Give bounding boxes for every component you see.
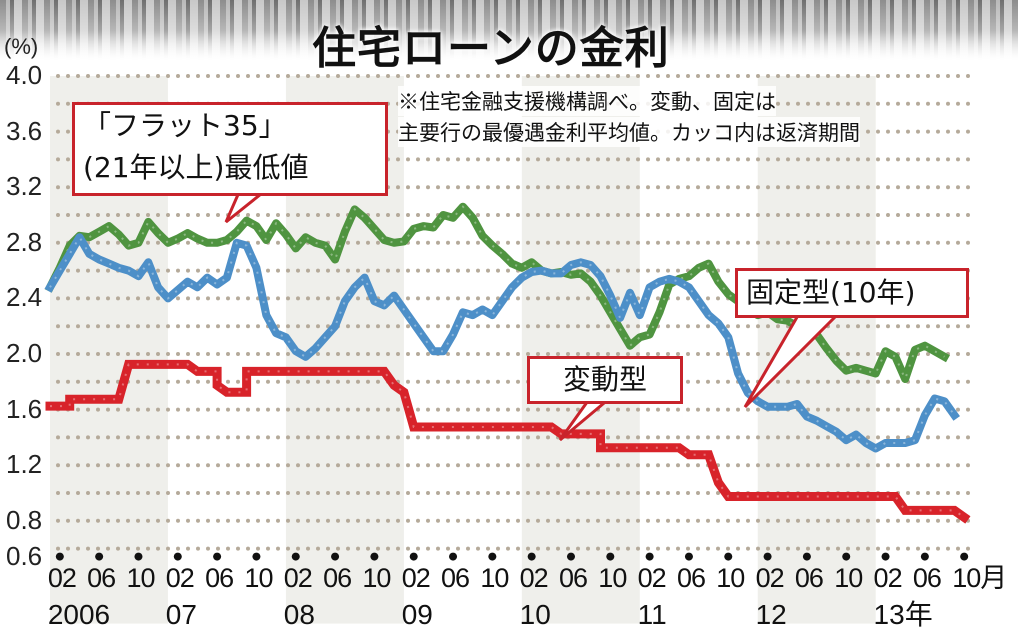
y-tick-label: 1.2 — [6, 449, 43, 480]
x-year-label: 09 — [401, 598, 433, 630]
x-month-label: 06 — [912, 562, 942, 593]
x-month-label: 10 — [362, 562, 391, 593]
x-tick-mark — [527, 552, 536, 561]
x-tick-mark — [213, 552, 222, 561]
callout-flat35: 「フラット35」 (21年以上)最低値 — [72, 102, 388, 196]
x-month-label: 02 — [873, 562, 903, 593]
header-photo-fade — [0, 30, 1018, 70]
y-tick-label: 0.8 — [6, 504, 43, 535]
x-tick-mark — [409, 552, 418, 561]
x-month-label: 10 — [834, 562, 863, 593]
x-year-label: 10 — [519, 598, 551, 630]
x-month-label: 02 — [637, 562, 667, 593]
x-year-label: 12 — [755, 598, 787, 630]
y-tick-label: 2.8 — [6, 226, 43, 257]
fixed-rate-line — [44, 233, 960, 453]
x-tick-mark — [331, 552, 340, 561]
x-tick-mark — [252, 552, 261, 561]
x-year-label: 08 — [283, 598, 315, 630]
y-tick-label: 4.0 — [6, 60, 43, 90]
x-tick-mark — [920, 552, 929, 561]
x-month-label: 02 — [519, 562, 549, 593]
x-month-label: 02 — [165, 562, 195, 593]
x-month-label: 02 — [283, 562, 313, 593]
x-month-label: 10 — [598, 562, 627, 593]
x-year-label: 07 — [165, 598, 197, 630]
x-month-label: 06 — [87, 562, 116, 593]
y-tick-label: 1.6 — [6, 393, 43, 424]
x-month-label: 10 — [244, 562, 273, 593]
x-tick-mark — [802, 552, 811, 561]
x-year-label: 13年 — [873, 598, 933, 630]
x-tick-mark — [684, 552, 693, 561]
x-tick-mark — [173, 552, 182, 561]
x-month-label: 06 — [205, 562, 234, 593]
source-note-line1: ※住宅金融支援機構調べ。変動、固定は — [398, 86, 776, 116]
x-tick-mark — [370, 552, 379, 561]
source-note-line2: 主要行の最優遇金利平均値。カッコ内は返済期間 — [398, 117, 860, 147]
chart-title: 住宅ローンの金利 — [312, 23, 670, 74]
callout-flat35-line1: 「フラット35」 — [83, 109, 287, 142]
x-tick-mark — [842, 552, 851, 561]
x-month-label: 02 — [47, 562, 77, 593]
x-tick-mark — [724, 552, 733, 561]
x-year-label: 2006 — [47, 598, 111, 630]
x-tick-mark — [606, 552, 615, 561]
x-month-label: 10 — [480, 562, 509, 593]
x-tick-mark — [291, 552, 300, 561]
y-tick-label: 2.4 — [6, 282, 43, 313]
x-tick-mark — [763, 552, 772, 561]
callout-variable: 変動型 — [527, 356, 683, 404]
y-tick-label: 2.0 — [6, 338, 43, 368]
x-month-label: 06 — [558, 562, 588, 593]
x-month-label: 10 — [716, 562, 745, 593]
year-band — [521, 76, 640, 624]
callout-flat35-line2: (21年以上)最低値 — [83, 151, 309, 184]
x-tick-mark — [645, 552, 654, 561]
x-month-label: 10月 — [952, 562, 1007, 593]
x-tick-mark — [95, 552, 104, 561]
y-axis-unit: (%) — [4, 34, 39, 59]
x-tick-mark — [881, 552, 890, 561]
x-month-label: 02 — [401, 562, 431, 593]
x-month-label: 06 — [676, 562, 706, 593]
x-tick-mark — [960, 552, 969, 561]
x-month-label: 06 — [323, 562, 352, 593]
x-tick-mark — [134, 552, 143, 561]
x-month-label: 02 — [755, 562, 785, 593]
x-year-label: 11 — [637, 598, 667, 630]
y-tick-label: 3.2 — [6, 171, 43, 202]
variable-rate-line — [45, 359, 971, 524]
y-tick-label: 0.6 — [6, 540, 43, 571]
x-month-label: 06 — [794, 562, 824, 593]
x-tick-mark — [488, 552, 497, 561]
x-tick-mark — [55, 552, 64, 561]
x-tick-mark — [566, 552, 575, 561]
x-month-label: 10 — [126, 562, 155, 593]
x-month-label: 06 — [441, 562, 470, 593]
y-tick-label: 3.6 — [6, 115, 43, 146]
x-tick-mark — [449, 552, 458, 561]
callout-fixed: 固定型(10年) — [735, 268, 969, 318]
